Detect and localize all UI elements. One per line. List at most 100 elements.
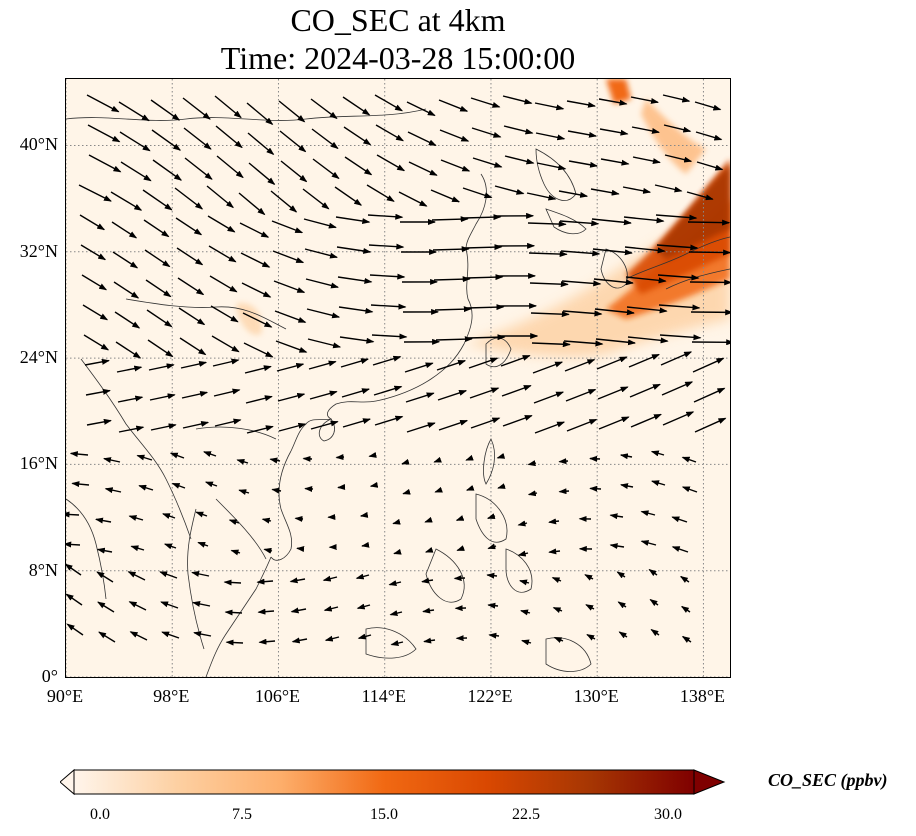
wind-vector-arrow xyxy=(494,185,525,195)
wind-vector-arrow xyxy=(680,605,691,613)
lat-tick-label: 32°N xyxy=(19,240,58,261)
wind-vector-arrow xyxy=(119,131,151,152)
lat-tick-label: 40°N xyxy=(19,134,58,155)
wind-vector-arrow xyxy=(112,251,139,269)
wind-vector-arrow xyxy=(136,454,153,461)
wind-vector-arrow xyxy=(620,483,634,490)
wind-vector-arrow xyxy=(184,157,213,180)
wind-vector-arrow xyxy=(256,578,274,585)
wind-vector-arrow xyxy=(597,386,629,400)
wind-vector-arrow xyxy=(97,601,115,613)
wind-vector-arrow xyxy=(206,185,234,209)
wind-vector-arrow xyxy=(374,415,404,426)
wind-vector-arrow xyxy=(593,278,634,286)
wind-vector-arrow xyxy=(438,99,469,112)
wind-vector-arrow xyxy=(356,603,371,610)
wind-vector-arrow xyxy=(290,607,307,614)
wind-vector-arrow xyxy=(564,358,596,372)
wind-vector-arrow xyxy=(627,336,669,344)
wind-vector-arrow xyxy=(630,413,662,428)
wind-vector-arrow xyxy=(308,360,337,370)
wind-vector-arrow xyxy=(276,362,305,372)
wind-vector-arrow xyxy=(671,546,689,553)
wind-vector-arrow xyxy=(86,418,112,426)
wind-vector-arrow xyxy=(180,360,208,369)
lon-tick-label: 114°E xyxy=(361,686,406,706)
wind-vector-arrow xyxy=(503,125,534,135)
wind-vector-arrow xyxy=(129,631,148,641)
wind-vector-arrow xyxy=(658,304,701,311)
wind-vector-arrow xyxy=(520,609,531,616)
wind-vector-arrow xyxy=(681,456,697,463)
wind-vector-arrow xyxy=(486,513,496,519)
wind-vector-arrow xyxy=(496,453,506,459)
wind-vector-arrow xyxy=(225,639,244,646)
wind-vector-arrow xyxy=(310,98,338,120)
wind-vector-arrow xyxy=(654,184,683,193)
wind-vector-arrow xyxy=(393,548,402,555)
wind-vector-arrow xyxy=(294,515,304,522)
wind-vector-arrow xyxy=(373,385,403,396)
wind-vector-arrow xyxy=(144,249,171,268)
wind-vector-arrow xyxy=(502,95,533,105)
colorbar-extend-min xyxy=(60,768,75,796)
wind-vector-arrow xyxy=(618,631,628,639)
wind-vector-arrow xyxy=(335,216,371,225)
wind-vector-arrow xyxy=(128,601,147,611)
wind-vector-arrow xyxy=(692,357,725,373)
wind-vector-arrow xyxy=(302,188,330,210)
wind-vector-arrow xyxy=(465,274,504,281)
wind-vector-arrow xyxy=(402,488,411,495)
wind-vector-arrow xyxy=(632,156,661,164)
wind-vector-arrow xyxy=(623,216,665,224)
wind-vector-arrow xyxy=(244,365,272,374)
wind-vector-arrow xyxy=(130,545,145,552)
wind-vector-arrow xyxy=(127,571,146,581)
lon-tick-label: 106°E xyxy=(254,686,301,706)
wind-vector-arrow xyxy=(616,571,626,579)
wind-vector-arrow xyxy=(369,481,379,488)
lat-tick-label: 16°N xyxy=(19,453,58,474)
colorbar-tick-label: 30.0 xyxy=(654,806,682,823)
wind-vector-arrow xyxy=(257,608,275,615)
wind-vector-arrow xyxy=(533,391,565,404)
wind-vector-arrow xyxy=(88,154,122,173)
wind-vector-arrow xyxy=(236,458,249,465)
wind-vector-arrow xyxy=(335,454,345,461)
wind-vector-arrow xyxy=(434,306,472,313)
wind-vector-arrow xyxy=(66,593,83,606)
wind-vector-arrow xyxy=(659,334,702,341)
wind-vector-arrow xyxy=(181,390,209,399)
wind-vector-arrow xyxy=(548,548,561,555)
wind-vector-arrow xyxy=(651,480,666,487)
wind-vector-arrow xyxy=(368,243,405,250)
colorbar-tick-label: 0.0 xyxy=(90,806,110,823)
wind-vector-arrow xyxy=(82,304,109,321)
wind-vector-arrow xyxy=(599,128,629,136)
wind-vector-arrow xyxy=(142,189,173,211)
wind-vector-arrow xyxy=(334,186,363,206)
wind-vector-arrow xyxy=(526,192,557,201)
wind-vector-arrow xyxy=(209,275,238,293)
wind-vector-arrow xyxy=(390,640,404,646)
wind-vector-arrow xyxy=(455,515,465,521)
wind-vector-arrow xyxy=(342,96,371,116)
wind-vector-arrow xyxy=(689,279,730,286)
wind-vector-arrow xyxy=(532,361,564,374)
wind-vector-arrow xyxy=(566,418,598,432)
wind-vector-arrow xyxy=(471,127,502,138)
wind-vector-arrow xyxy=(303,218,337,229)
wind-vector-arrow xyxy=(203,451,217,457)
wind-vector-arrow xyxy=(434,486,443,493)
wind-vector-arrow xyxy=(340,358,369,368)
wind-vector-arrow xyxy=(375,124,404,142)
wind-vector-arrow xyxy=(424,516,433,523)
wind-vector-arrow xyxy=(671,516,688,523)
wind-vector-arrow xyxy=(696,161,724,171)
wind-vector-arrow xyxy=(661,381,694,396)
wind-vector-arrow xyxy=(245,395,273,404)
wind-vector-arrow xyxy=(280,160,308,183)
wind-vector-arrow xyxy=(398,191,428,207)
wind-vector-arrow xyxy=(551,576,562,584)
wind-vector-arrow xyxy=(343,126,372,146)
